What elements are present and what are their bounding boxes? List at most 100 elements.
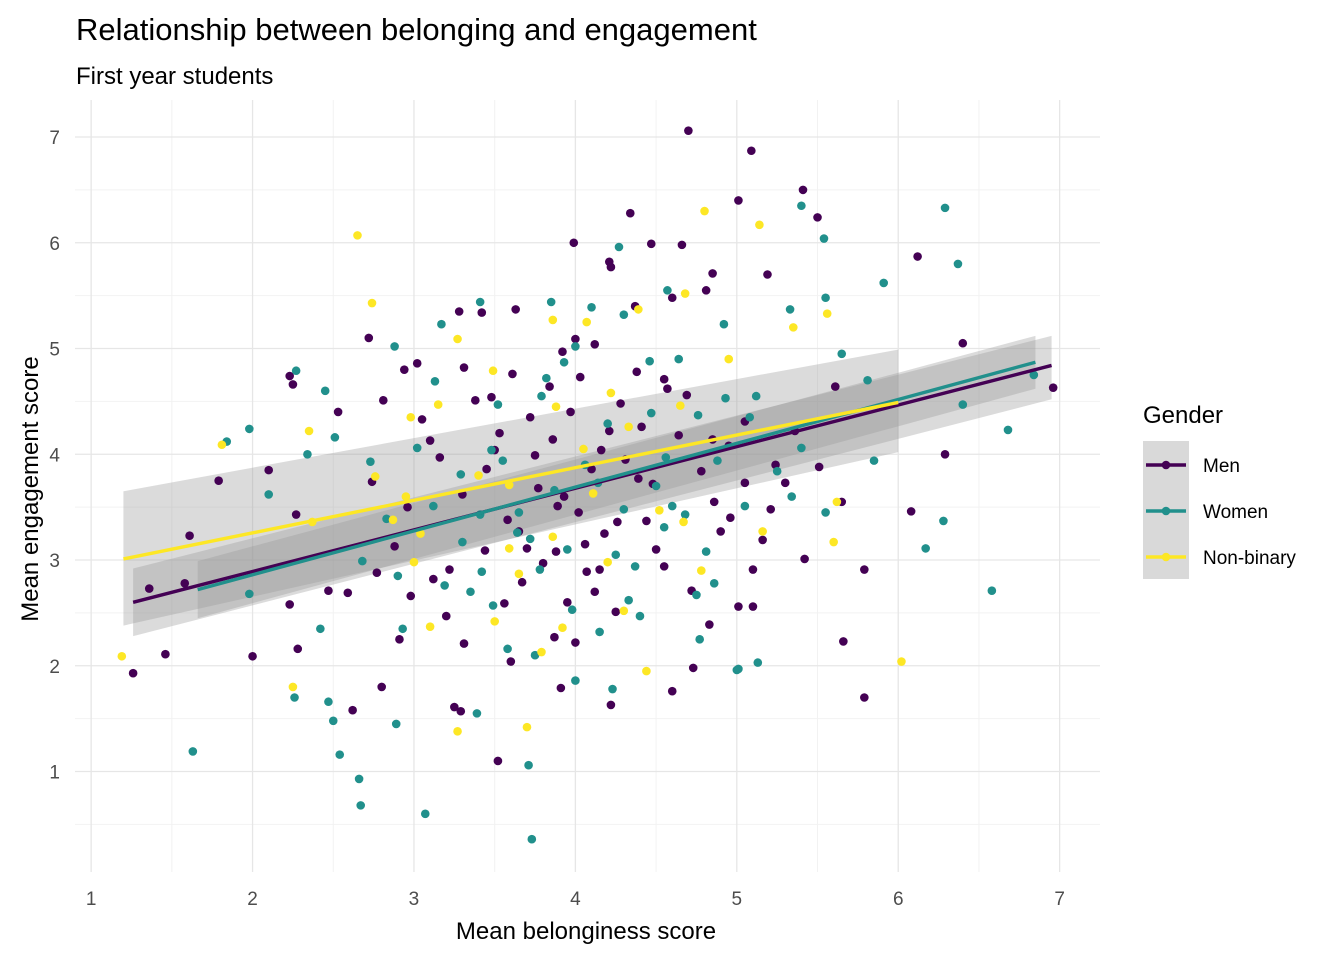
- x-tick-label: 6: [893, 889, 904, 910]
- data-point: [645, 356, 654, 366]
- data-point: [667, 293, 677, 303]
- data-point: [716, 527, 725, 536]
- data-point: [440, 581, 449, 590]
- data-point: [758, 535, 767, 545]
- data-point: [354, 774, 364, 784]
- data-point: [264, 465, 274, 475]
- axis-ticks: 1 2 3 4 5 6 7 1 2 3 4 5 6 7: [49, 128, 1065, 910]
- data-point: [474, 471, 483, 480]
- data-point: [603, 557, 612, 567]
- data-point: [382, 514, 391, 524]
- data-point: [538, 558, 548, 568]
- data-point: [548, 532, 558, 542]
- data-point: [797, 443, 806, 453]
- data-point: [663, 384, 672, 394]
- y-tick-label: 2: [49, 657, 60, 678]
- data-point: [379, 396, 388, 405]
- data-point: [667, 501, 677, 511]
- legend-key-point: [1161, 506, 1171, 516]
- data-point: [398, 624, 407, 634]
- data-point: [456, 706, 466, 716]
- data-point: [366, 457, 375, 466]
- data-point: [412, 359, 422, 368]
- data-point: [425, 436, 435, 445]
- data-point: [913, 252, 922, 261]
- data-point: [454, 307, 464, 316]
- data-point: [860, 693, 869, 702]
- data-point: [453, 334, 462, 344]
- data-point: [600, 529, 609, 538]
- data-point: [291, 510, 301, 519]
- x-tick-label: 3: [409, 889, 420, 910]
- chart-subtitle: First year students: [76, 63, 273, 90]
- data-point: [674, 354, 684, 364]
- data-point: [661, 453, 671, 462]
- data-point: [358, 556, 367, 566]
- data-point: [696, 566, 706, 575]
- data-point: [535, 565, 545, 574]
- data-point: [437, 319, 446, 329]
- data-point: [688, 663, 698, 673]
- data-point: [285, 371, 294, 381]
- data-point: [395, 635, 404, 644]
- data-point: [406, 412, 416, 422]
- data-point: [390, 541, 399, 551]
- data-point: [285, 600, 294, 609]
- data-point: [566, 407, 575, 417]
- y-tick-label: 3: [49, 551, 60, 572]
- data-point: [498, 456, 508, 465]
- data-point: [745, 412, 755, 422]
- data-point: [456, 470, 466, 479]
- data-point: [316, 624, 325, 634]
- data-point: [580, 539, 590, 549]
- data-point: [606, 388, 616, 398]
- data-point: [785, 305, 795, 314]
- data-point: [477, 567, 487, 576]
- data-point: [477, 308, 487, 317]
- data-point: [630, 562, 640, 571]
- data-point: [435, 453, 445, 462]
- data-point: [921, 544, 930, 553]
- data-point: [563, 545, 572, 554]
- data-point: [634, 474, 643, 483]
- data-point: [482, 464, 491, 474]
- data-point: [574, 508, 583, 517]
- data-point: [766, 504, 776, 514]
- data-point: [596, 445, 606, 455]
- y-tick-label: 7: [49, 128, 60, 149]
- data-point: [425, 622, 435, 631]
- data-point: [1029, 370, 1039, 380]
- data-point: [551, 402, 561, 411]
- data-point: [869, 456, 879, 465]
- data-point: [708, 269, 717, 278]
- legend-key-point: [1161, 552, 1171, 562]
- data-point: [614, 242, 624, 252]
- data-point: [472, 709, 482, 718]
- data-point: [185, 531, 194, 541]
- data-point: [958, 338, 968, 348]
- data-point: [503, 644, 512, 654]
- y-tick-label: 4: [49, 445, 60, 466]
- data-point: [611, 550, 621, 560]
- data-point: [304, 426, 314, 436]
- data-point: [619, 504, 629, 514]
- data-point: [693, 410, 703, 420]
- data-point: [606, 700, 616, 710]
- data-point: [537, 391, 546, 401]
- data-point: [748, 565, 758, 574]
- data-point: [682, 390, 692, 400]
- data-point: [391, 719, 401, 729]
- data-point: [503, 515, 512, 525]
- data-point: [214, 476, 223, 486]
- data-point: [879, 278, 889, 288]
- data-point: [751, 391, 761, 401]
- data-point: [987, 586, 997, 595]
- data-point: [429, 574, 438, 584]
- data-point: [709, 578, 719, 588]
- data-point: [466, 587, 475, 597]
- data-point: [748, 602, 758, 611]
- data-point: [798, 185, 808, 195]
- x-tick-label: 1: [86, 889, 97, 910]
- data-point: [571, 638, 580, 647]
